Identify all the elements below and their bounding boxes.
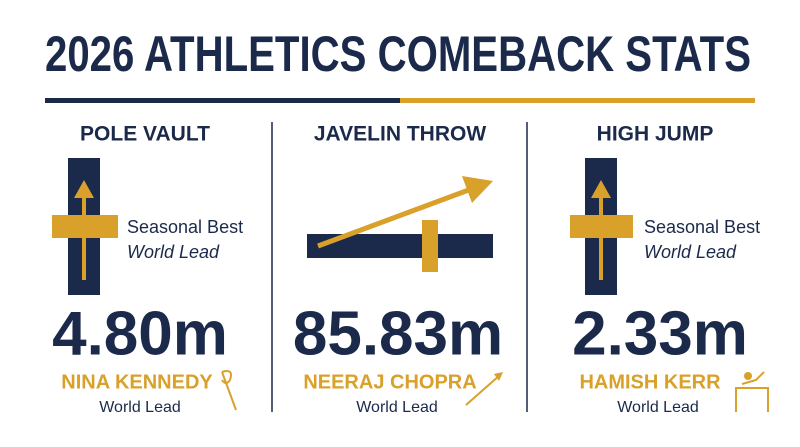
status: World Lead (356, 399, 438, 416)
status: World Lead (99, 399, 181, 416)
javelin-small (465, 372, 503, 406)
mark: 85.83m (293, 299, 503, 368)
athlete: NINA KENNEDY (61, 371, 213, 393)
note: World Lead (127, 242, 220, 262)
rule-navy (45, 98, 400, 103)
event: JAVELIN THROW (314, 123, 486, 146)
event: POLE VAULT (80, 123, 210, 146)
event: HIGH JUMP (597, 123, 714, 146)
note: World Lead (644, 242, 737, 262)
title: 2026 ATHLETICS COMEBACK STATS (45, 26, 751, 82)
note: Seasonal Best (644, 217, 760, 237)
athlete: HAMISH KERR (579, 371, 721, 393)
pole-icon (221, 370, 237, 411)
status: World Lead (617, 399, 699, 416)
high-jump-icon (570, 158, 633, 295)
mark: 2.33m (572, 299, 748, 368)
pole-vault-icon (52, 158, 118, 295)
high-jump-small (735, 371, 769, 412)
mark: 4.80m (52, 299, 228, 368)
athlete: NEERAJ CHOPRA (303, 371, 476, 393)
javelin-icon (307, 176, 493, 272)
rule-gold (400, 98, 755, 103)
note: Seasonal Best (127, 217, 243, 237)
